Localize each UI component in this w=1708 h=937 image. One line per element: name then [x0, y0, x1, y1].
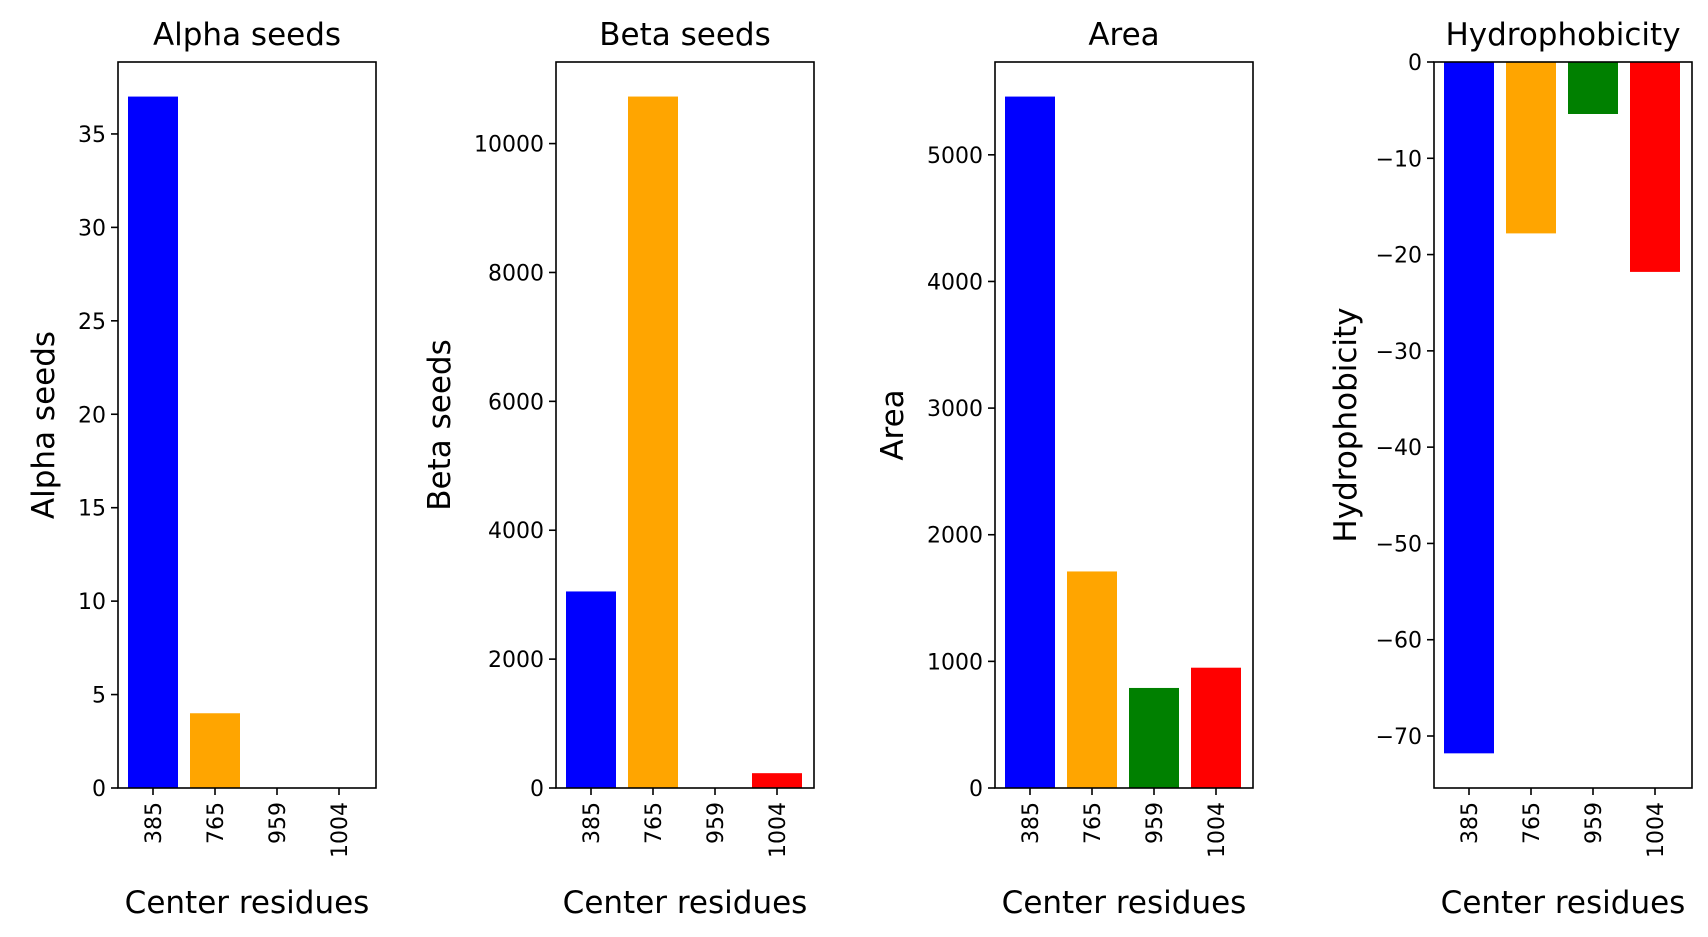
chart-title: Beta seeds: [599, 17, 770, 53]
axes-frame: [117, 61, 377, 789]
bar-765: [628, 96, 678, 788]
y-tick-label: 0: [530, 777, 544, 802]
chart-panel-1: 0 5 10 15 20 25 30 35 385 765 959 1004 Alpha seeds Ce…: [26, 17, 377, 921]
y-tick-label: 2000: [488, 648, 544, 673]
bar-385: [128, 96, 178, 789]
x-tick-label: 1004: [328, 802, 353, 858]
y-axis-label: Beta seeds: [422, 339, 458, 510]
y-tick-label: 30: [78, 216, 106, 241]
chart-title: Alpha seeds: [153, 17, 341, 53]
y-tick-label: 0: [969, 777, 983, 802]
bar-385: [1005, 96, 1055, 789]
bar-385: [1444, 62, 1494, 754]
y-tick-label: 10: [78, 590, 106, 615]
x-tick-label: 385: [142, 802, 167, 844]
x-tick-label: 765: [204, 802, 229, 844]
y-tick-label: 8000: [488, 261, 544, 286]
y-tick-label: −20: [1376, 244, 1422, 269]
x-tick-label: 959: [1582, 802, 1607, 844]
bar-765: [1506, 62, 1556, 234]
chart-title: Hydrophobicity: [1445, 17, 1680, 53]
y-tick-label: 3000: [927, 397, 983, 422]
x-tick-label: 1004: [1644, 802, 1669, 858]
bar-765: [1067, 571, 1117, 788]
chart-panel-2: 0 2000 4000 6000 8000 10000 385 765 959 1004 Beta …: [422, 17, 815, 921]
y-tick-label: 4000: [488, 519, 544, 544]
x-tick-label: 765: [642, 802, 667, 844]
x-axis-label: Center residues: [125, 885, 370, 921]
y-tick-label: 1000: [927, 650, 983, 675]
chart-title: Area: [1088, 17, 1159, 53]
bar-1004: [1191, 667, 1241, 788]
axes-frame: [1433, 61, 1693, 789]
x-axis-label: Center residues: [1002, 885, 1247, 921]
x-axis-label: Center residues: [1441, 885, 1686, 921]
x-tick-label: 959: [266, 802, 291, 844]
y-tick-label: −10: [1376, 147, 1422, 172]
y-tick-label: 0: [1408, 51, 1422, 76]
bar-1004: [1630, 62, 1680, 272]
y-tick-label: 15: [78, 497, 106, 522]
y-tick-label: 5: [92, 684, 106, 709]
x-tick-label: 765: [1081, 802, 1106, 844]
y-tick-label: 6000: [488, 390, 544, 415]
y-tick-label: 35: [78, 123, 106, 148]
y-tick-label: −30: [1376, 340, 1422, 365]
x-axis-label: Center residues: [563, 885, 808, 921]
x-tick-label: 959: [1143, 802, 1168, 844]
chart-panel-3: 0 1000 2000 3000 4000 5000 385 765 959 1004 Area Ce…: [875, 17, 1254, 921]
x-tick-label: 385: [1019, 802, 1044, 844]
bar-765: [190, 713, 240, 788]
y-tick-label: 5000: [927, 144, 983, 169]
y-tick-label: 4000: [927, 270, 983, 295]
x-tick-label: 765: [1520, 802, 1545, 844]
x-tick-label: 1004: [1205, 802, 1230, 858]
y-tick-label: 25: [78, 310, 106, 335]
y-tick-label: −50: [1376, 532, 1422, 557]
bar-959: [1568, 62, 1618, 114]
x-tick-label: 385: [1458, 802, 1483, 844]
y-tick-label: 2000: [927, 524, 983, 549]
bar-959: [1129, 687, 1179, 788]
y-tick-label: 10000: [474, 133, 544, 158]
y-tick-label: −60: [1376, 629, 1422, 654]
y-tick-label: −40: [1376, 436, 1422, 461]
panels: 0 5 10 15 20 25 30 35 385 765 959 1004 Alpha seeds Ce…: [26, 17, 1693, 921]
y-tick-label: 20: [78, 403, 106, 428]
y-axis-label: Hydrophobicity: [1328, 307, 1364, 542]
y-axis-label: Alpha seeds: [26, 331, 62, 519]
y-axis-label: Area: [875, 389, 911, 460]
bar-1004: [752, 773, 802, 788]
x-tick-label: 385: [580, 802, 605, 844]
chart-panel-4: 0 −10 −20 −30 −40 −50 −60 −70 385 765 959 1004 Hydro…: [1328, 17, 1693, 921]
bar-385: [566, 591, 616, 788]
axes-frame: [555, 61, 815, 789]
y-tick-label: −70: [1376, 725, 1422, 750]
y-tick-label: 0: [92, 777, 106, 802]
x-tick-label: 959: [704, 802, 729, 844]
axes-frame: [994, 61, 1254, 789]
x-tick-label: 1004: [766, 802, 791, 858]
